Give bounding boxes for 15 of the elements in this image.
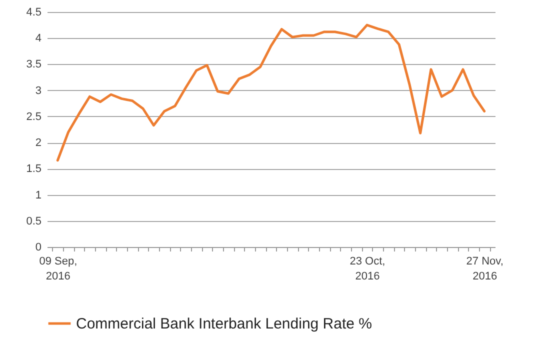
y-tick-label: 4.5 — [26, 6, 42, 18]
x-tick-label: 09 Sep, 2016 — [39, 256, 78, 282]
y-tick-label: 0 — [35, 242, 42, 254]
y-tick-label: 3.5 — [26, 58, 42, 71]
legend-label: Commercial Bank Interbank Lending Rate % — [76, 316, 372, 332]
x-tick-label: 23 Oct, 2016 — [350, 256, 386, 282]
y-tick-label: 4 — [35, 32, 42, 45]
line-series — [56, 24, 486, 162]
y-tick-label: 1 — [35, 189, 42, 202]
y-tick-label: 0.5 — [26, 215, 42, 228]
x-tick-label: 27 Nov, 2016 — [466, 256, 504, 282]
y-tick-label: 2 — [35, 137, 42, 150]
y-tick-label: 2.5 — [26, 110, 42, 123]
y-tick-label: 3 — [35, 84, 42, 97]
y-tick-label: 1.5 — [26, 163, 42, 176]
